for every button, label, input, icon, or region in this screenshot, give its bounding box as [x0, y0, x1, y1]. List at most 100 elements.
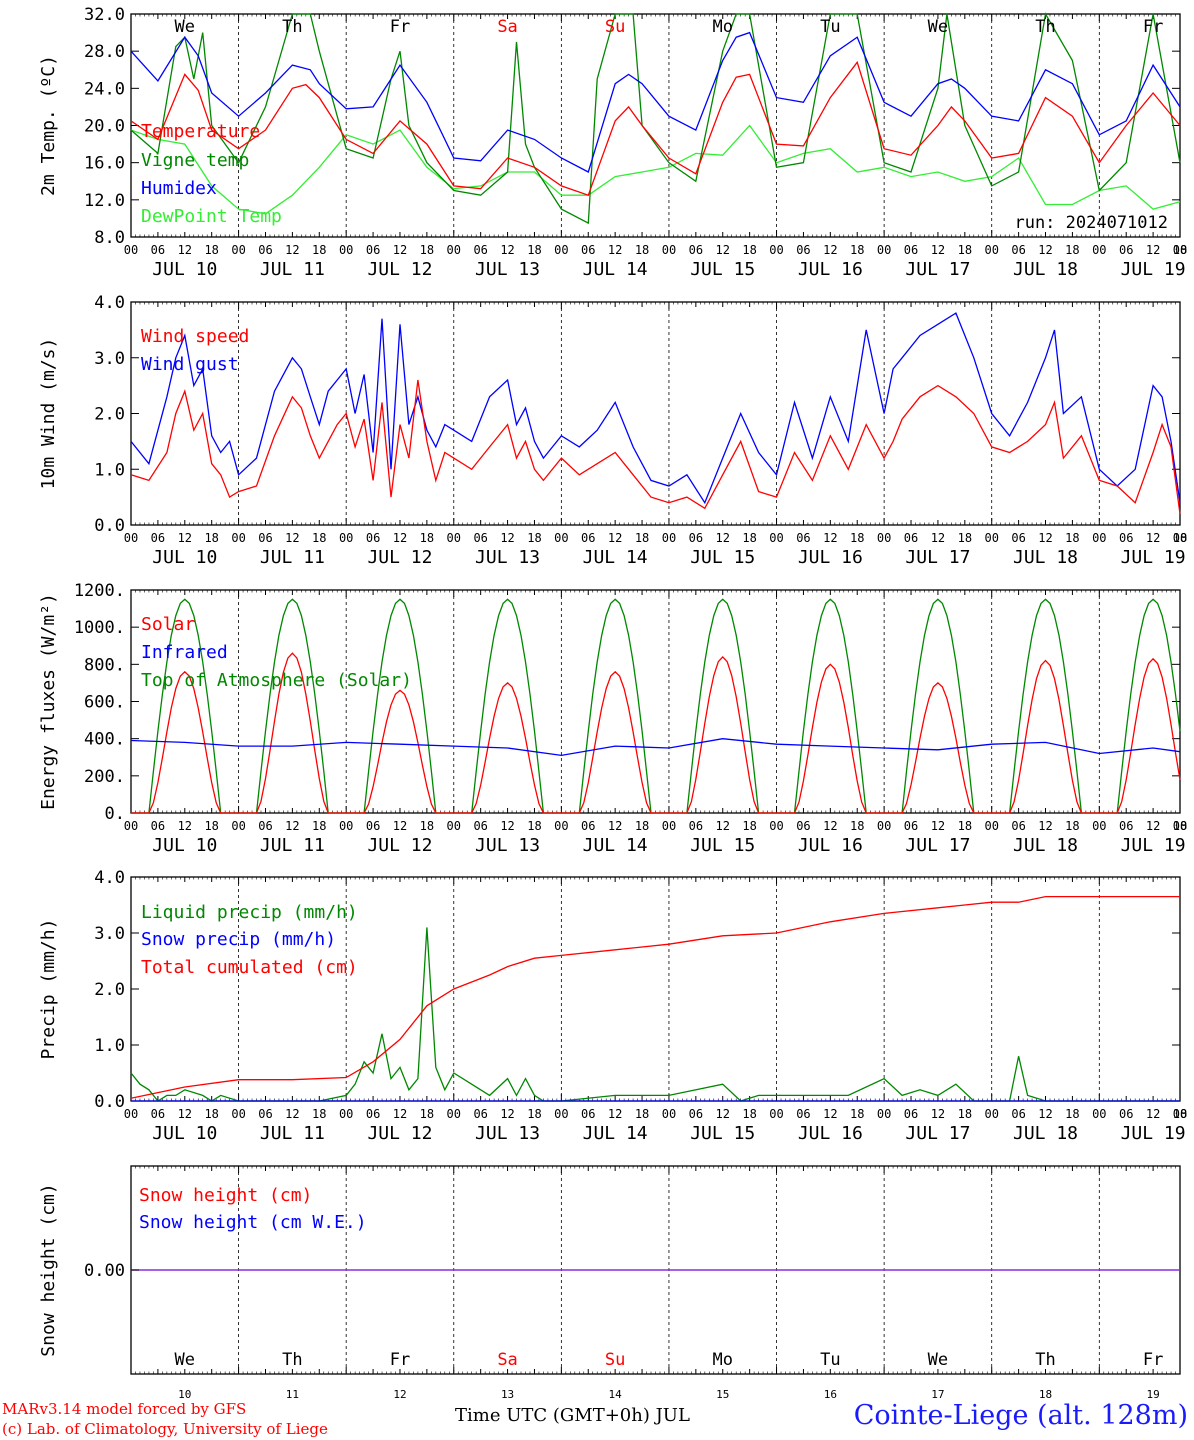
hour-label-2-174: 06 — [904, 819, 918, 833]
hour-label-2-156: 12 — [823, 819, 837, 833]
day-label-top-6: Tu — [820, 17, 840, 37]
date-label-2-3: JUL 13 — [475, 835, 540, 856]
y-label-1-1: 1.0 — [94, 460, 125, 480]
hour-label-2-102: 06 — [581, 819, 595, 833]
date-label-3-7: JUL 17 — [905, 1123, 970, 1144]
legend-3-1: Snow precip (mm/h) — [141, 929, 336, 950]
hour-label-1-222: 06 — [1119, 531, 1133, 545]
hour-label-2-228: 12 — [1146, 819, 1160, 833]
date-label-3-6: JUL 16 — [798, 1123, 863, 1144]
day-number-2: 12 — [393, 1388, 406, 1401]
run-label: run: 2024071012 — [1014, 213, 1168, 233]
date-label-1-1: JUL 11 — [260, 547, 325, 568]
y-label-2-5: 1000. — [74, 618, 125, 638]
hour-label-0-180: 12 — [931, 243, 945, 257]
hour-label-0-222: 06 — [1119, 243, 1133, 257]
hour-label-1-end: 00 — [1173, 531, 1187, 545]
legend-0-0: Temperature — [141, 121, 260, 142]
hour-label-2-216: 00 — [1092, 819, 1106, 833]
hour-label-2-126: 06 — [689, 819, 703, 833]
series-line-3-2 — [130, 895, 1180, 1099]
y-label-1-4: 4.0 — [94, 293, 125, 313]
date-label-2-1: JUL 11 — [260, 835, 325, 856]
series-line-0-3 — [130, 124, 1181, 215]
hour-label-2-210: 18 — [1065, 819, 1079, 833]
day-label-top-7: We — [928, 17, 948, 37]
hour-label-3-120: 00 — [662, 1107, 676, 1121]
hour-label-3-48: 00 — [339, 1107, 353, 1121]
y-axis-title-0: 2m Temp. (ºC) — [38, 55, 59, 196]
hour-label-1-102: 06 — [581, 531, 595, 545]
hour-label-3-12: 12 — [178, 1107, 192, 1121]
day-label-top-5: Mo — [713, 17, 733, 37]
hour-label-1-174: 06 — [904, 531, 918, 545]
hour-label-0-234: 18 — [1173, 243, 1187, 257]
hour-label-2-48: 00 — [339, 819, 353, 833]
hour-label-1-198: 06 — [1011, 531, 1025, 545]
legend-2-0: Solar — [141, 614, 195, 635]
y-label-0-2: 16.0 — [84, 154, 125, 174]
hour-label-1-132: 12 — [716, 531, 730, 545]
y-label-0-0: 8.0 — [94, 228, 125, 248]
hour-label-0-204: 12 — [1038, 243, 1052, 257]
hour-label-1-234: 18 — [1173, 531, 1187, 545]
legend-4-1: Snow height (cm W.E.) — [139, 1212, 367, 1233]
hour-label-0-156: 12 — [823, 243, 837, 257]
hour-label-1-138: 18 — [742, 531, 756, 545]
hour-label-3-60: 12 — [393, 1107, 407, 1121]
hour-label-1-24: 00 — [231, 531, 245, 545]
hour-label-2-138: 18 — [742, 819, 756, 833]
hour-label-0-102: 06 — [581, 243, 595, 257]
hour-label-0-0: 00 — [124, 243, 138, 257]
legend-1-0: Wind speed — [141, 326, 249, 347]
hour-label-2-120: 00 — [662, 819, 676, 833]
date-label-2-9: JUL 19 — [1121, 835, 1186, 856]
day-label-bottom-3: Sa — [497, 1350, 517, 1370]
hour-label-1-66: 18 — [420, 531, 434, 545]
plot-frame-1 — [130, 301, 1181, 526]
hour-label-3-end: 00 — [1173, 1107, 1187, 1121]
hour-label-1-114: 18 — [635, 531, 649, 545]
date-label-3-8: JUL 18 — [1013, 1123, 1078, 1144]
legend-3-0: Liquid precip (mm/h) — [141, 902, 358, 923]
hour-label-1-72: 00 — [447, 531, 461, 545]
day-number-5: 15 — [716, 1388, 729, 1401]
hour-label-2-42: 18 — [312, 819, 326, 833]
hour-label-0-168: 00 — [877, 243, 891, 257]
hour-label-3-210: 18 — [1065, 1107, 1079, 1121]
date-label-3-5: JUL 15 — [690, 1123, 755, 1144]
day-label-top-4: Su — [605, 17, 625, 37]
hour-label-2-108: 12 — [608, 819, 622, 833]
hour-label-1-36: 12 — [285, 531, 299, 545]
hour-label-0-186: 18 — [958, 243, 972, 257]
date-label-3-9: JUL 19 — [1121, 1123, 1186, 1144]
y-axis-title-1: 10m Wind (m/s) — [38, 338, 59, 490]
hour-label-3-132: 12 — [716, 1107, 730, 1121]
date-label-0-0: JUL 10 — [152, 259, 217, 280]
hour-label-2-6: 06 — [151, 819, 165, 833]
hour-label-2-54: 06 — [366, 819, 380, 833]
hour-label-1-192: 00 — [984, 531, 998, 545]
date-label-2-2: JUL 12 — [367, 835, 432, 856]
hour-label-1-54: 06 — [366, 531, 380, 545]
hour-label-1-216: 00 — [1092, 531, 1106, 545]
hour-label-2-186: 18 — [958, 819, 972, 833]
date-label-1-3: JUL 13 — [475, 547, 540, 568]
date-label-2-4: JUL 14 — [583, 835, 648, 856]
hour-label-0-162: 18 — [850, 243, 864, 257]
hour-label-2-84: 12 — [500, 819, 514, 833]
hour-label-2-24: 00 — [231, 819, 245, 833]
y-label-3-1: 1.0 — [94, 1036, 125, 1056]
legend-1-1: Wind gust — [141, 354, 239, 375]
hour-label-3-222: 06 — [1119, 1107, 1133, 1121]
series-line-2-1 — [130, 738, 1181, 757]
date-label-0-4: JUL 14 — [583, 259, 648, 280]
y-label-2-4: 800. — [84, 655, 125, 675]
hour-label-2-132: 12 — [716, 819, 730, 833]
date-label-0-8: JUL 18 — [1013, 259, 1078, 280]
hour-label-2-60: 12 — [393, 819, 407, 833]
hour-label-0-192: 00 — [984, 243, 998, 257]
y-label-1-3: 3.0 — [94, 349, 125, 369]
y-label-3-0: 0.0 — [94, 1092, 125, 1112]
series-line-2-0 — [131, 652, 1181, 814]
